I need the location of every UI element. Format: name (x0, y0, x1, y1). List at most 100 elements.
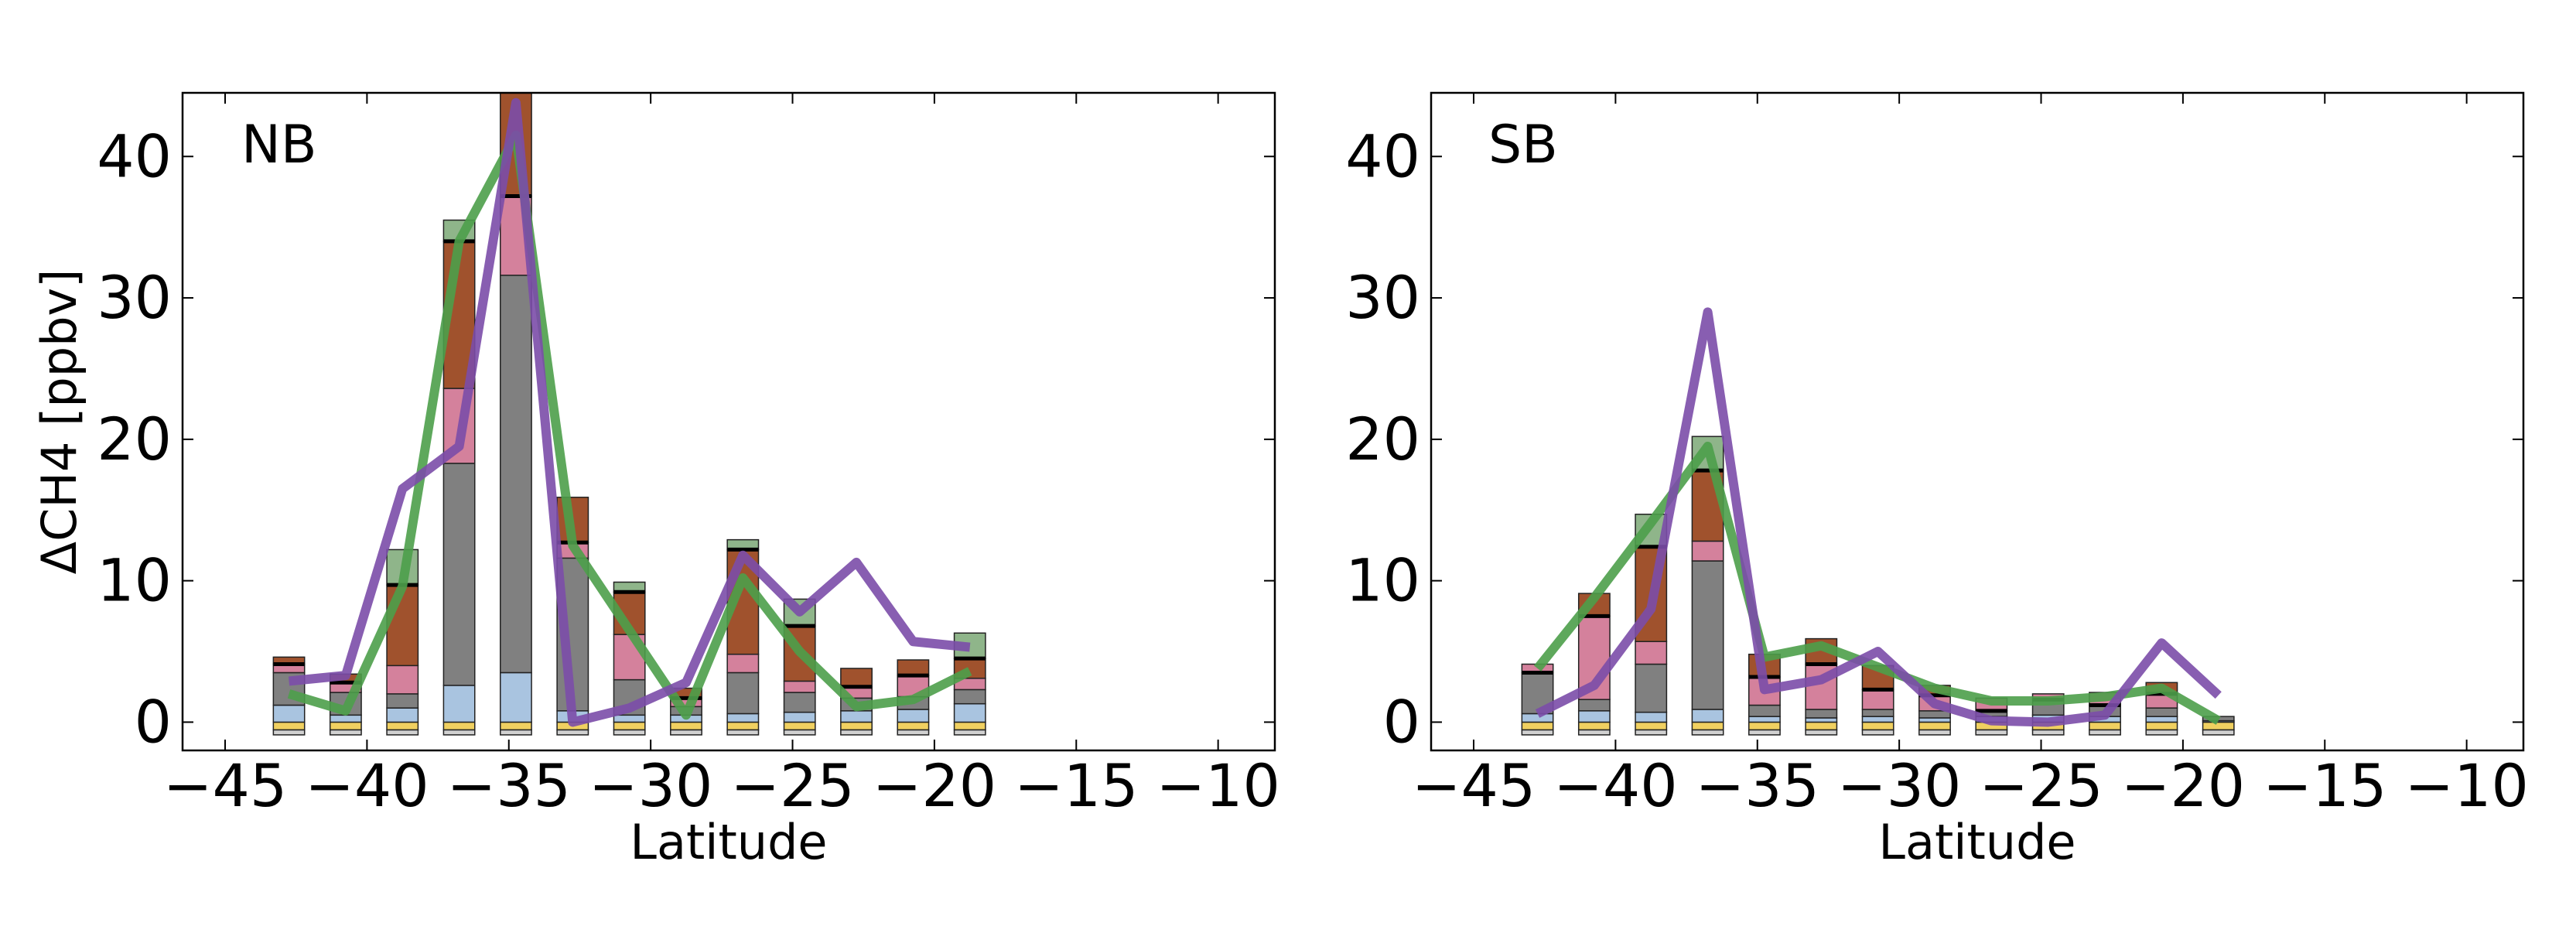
bar-segment (840, 710, 873, 723)
bar-segment (1691, 540, 1724, 562)
bar-segment (953, 721, 986, 731)
bar-segment (442, 685, 476, 723)
bar-segment (500, 729, 532, 736)
bar-segment (1521, 713, 1554, 723)
x-tick-label: −15 (1014, 751, 1138, 820)
bar-segment (783, 680, 816, 693)
x-tick-label: −20 (2121, 751, 2245, 820)
bar-segment (1918, 717, 1951, 723)
bar-segment (840, 668, 873, 688)
bar-segment (386, 665, 419, 695)
x-tick-label: −20 (873, 751, 996, 820)
bar-segment (1861, 689, 1894, 710)
bar-segment (897, 659, 930, 676)
series-line (287, 130, 972, 720)
series-line (288, 97, 971, 727)
bar-segment (442, 463, 476, 686)
bar-segment (840, 721, 873, 731)
chart-panel-sb: −45 −40 −35 −30 −25 −20 −15 −10 0 10 20 30 40 SB Lat… (1345, 91, 2529, 870)
bar-segment (2145, 721, 2178, 731)
bar-segment (953, 689, 986, 705)
series-line (1533, 441, 2221, 725)
bar-segment (726, 653, 760, 674)
bar-segment (726, 672, 760, 715)
y-tick-label: 10 (1345, 546, 1420, 615)
bar-segment (1691, 709, 1724, 723)
bar-segment (329, 729, 362, 736)
x-tick-label: −25 (730, 751, 854, 820)
bar-segment (1748, 716, 1781, 723)
plot-frame (181, 91, 1276, 752)
bar-segment (1805, 709, 1838, 719)
bar-segment (1691, 729, 1724, 736)
bar-segment (1861, 729, 1894, 736)
x-tick-label: −45 (163, 751, 287, 820)
bar-segment (1577, 721, 1611, 731)
bar-segment (2089, 729, 2121, 736)
x-tick-label: −25 (1979, 751, 2103, 820)
bar-segment (897, 721, 930, 731)
chart-panel-nb: ΔCH4 [ppbv] −45 −40 −35 −30 −25 −20 −15 −10 0 10 2… (31, 91, 1280, 870)
bar-segment (386, 693, 419, 709)
bar-segment (840, 729, 873, 736)
bar-segment (1577, 729, 1611, 736)
bar-segment (726, 729, 760, 736)
y-tick-label: 40 (1345, 121, 1420, 190)
bar-segment (1748, 721, 1781, 731)
panel-label: NB (241, 114, 317, 176)
bar-segment (1691, 721, 1724, 731)
bar-segment (1691, 560, 1724, 710)
bar-segment (1521, 729, 1554, 736)
bar-segment (1521, 721, 1554, 731)
y-tick-label: 20 (1345, 405, 1420, 473)
bar-segment (1975, 729, 2008, 736)
x-tick-label: −35 (1696, 751, 1819, 820)
y-axis-title: ΔCH4 [ppbv] (31, 269, 87, 575)
x-tick-label: −10 (2404, 751, 2528, 820)
bar-segment (1635, 663, 1668, 713)
bar-segment (500, 275, 532, 674)
bar-segment (272, 721, 306, 731)
panel-label: SB (1488, 114, 1558, 176)
bar-segment (613, 714, 646, 723)
bar-segment (386, 729, 419, 736)
bar-segment (1861, 709, 1894, 717)
bar-segment (386, 707, 419, 723)
bar-segment (386, 721, 419, 731)
bar-segment (670, 729, 702, 736)
x-tick-label: −15 (2263, 751, 2386, 820)
bar-segment (2145, 716, 2178, 723)
x-tick-label: −45 (1412, 751, 1536, 820)
bar-segment (2145, 707, 2178, 717)
bar-segment (556, 729, 589, 736)
bar-segment (1861, 716, 1894, 723)
x-tick-label: −10 (1156, 751, 1279, 820)
bar-segment (1918, 721, 1951, 731)
bar-segment (1805, 717, 1838, 723)
y-tick-label: 0 (1383, 687, 1420, 756)
bar-segment (442, 721, 476, 731)
bar-segment (783, 692, 816, 713)
x-tick-label: −35 (447, 751, 571, 820)
bar-segment (272, 729, 306, 736)
y-tick-label: 30 (1345, 263, 1420, 332)
plot-frame (1430, 91, 2525, 752)
bar-segment (897, 729, 930, 736)
bar-segment (1805, 721, 1838, 731)
bar-segment (670, 721, 702, 731)
bar-segment (1861, 721, 1894, 731)
bar-segment (442, 729, 476, 736)
y-tick-label: 10 (97, 546, 172, 615)
bar-segment (329, 721, 362, 731)
bar-segment (2145, 729, 2178, 736)
bar-segment (1577, 710, 1611, 723)
bar-segment (329, 714, 362, 723)
bar-segment (783, 721, 816, 731)
bar-segment (613, 721, 646, 731)
bar-segment (1635, 729, 1668, 736)
bar-segment (500, 721, 532, 731)
bar-segment (783, 729, 816, 736)
bar-segment (500, 672, 532, 723)
bar-segment (1918, 729, 1951, 736)
